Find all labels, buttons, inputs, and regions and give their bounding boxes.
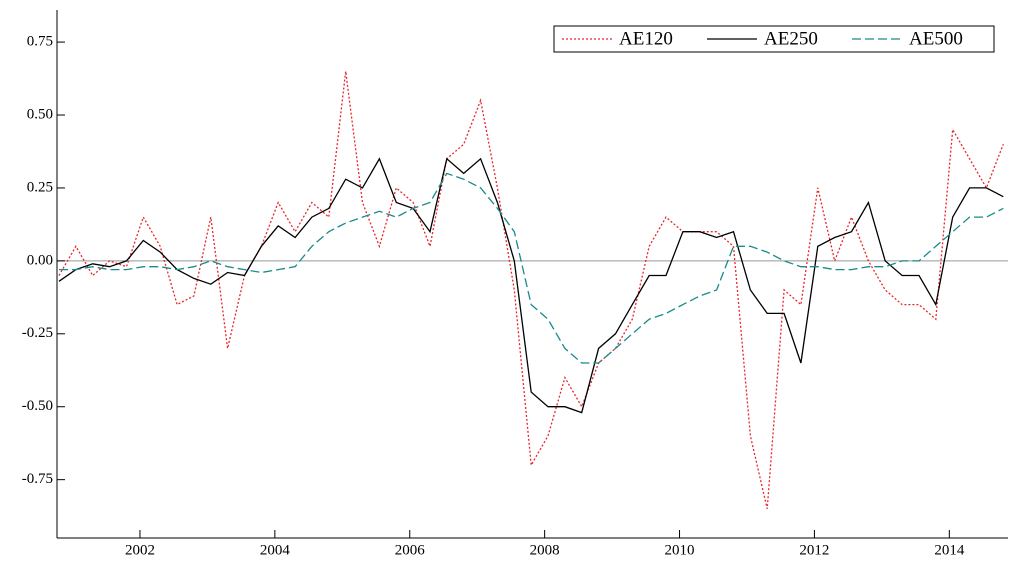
x-tick-label: 2014 bbox=[934, 542, 965, 558]
series-line bbox=[58, 71, 1004, 509]
legend-box bbox=[553, 25, 995, 53]
series-line bbox=[59, 172, 1004, 364]
legend-label: AE500 bbox=[909, 28, 963, 49]
x-tick-label: 2006 bbox=[395, 542, 426, 558]
legend: AE120 AE250 AE500 bbox=[553, 25, 995, 53]
x-tick-label: 2008 bbox=[530, 542, 560, 558]
y-tick-label: 0.00 bbox=[27, 252, 53, 268]
y-tick-label: 0.50 bbox=[27, 106, 53, 122]
x-tick-label: 2004 bbox=[260, 542, 291, 558]
legend-label: AE250 bbox=[764, 28, 818, 49]
x-tick-label: 2012 bbox=[799, 542, 829, 558]
y-tick-label: -0.75 bbox=[22, 471, 53, 487]
y-tick-label: -0.50 bbox=[22, 398, 53, 414]
x-tick-label: 2002 bbox=[125, 542, 155, 558]
series-line bbox=[58, 157, 1004, 414]
y-tick-label: -0.25 bbox=[22, 325, 53, 341]
y-tick-label: 0.25 bbox=[27, 179, 53, 195]
legend-label: AE120 bbox=[619, 28, 673, 49]
x-tick-label: 2010 bbox=[665, 542, 695, 558]
y-tick-label: 0.75 bbox=[27, 34, 53, 50]
